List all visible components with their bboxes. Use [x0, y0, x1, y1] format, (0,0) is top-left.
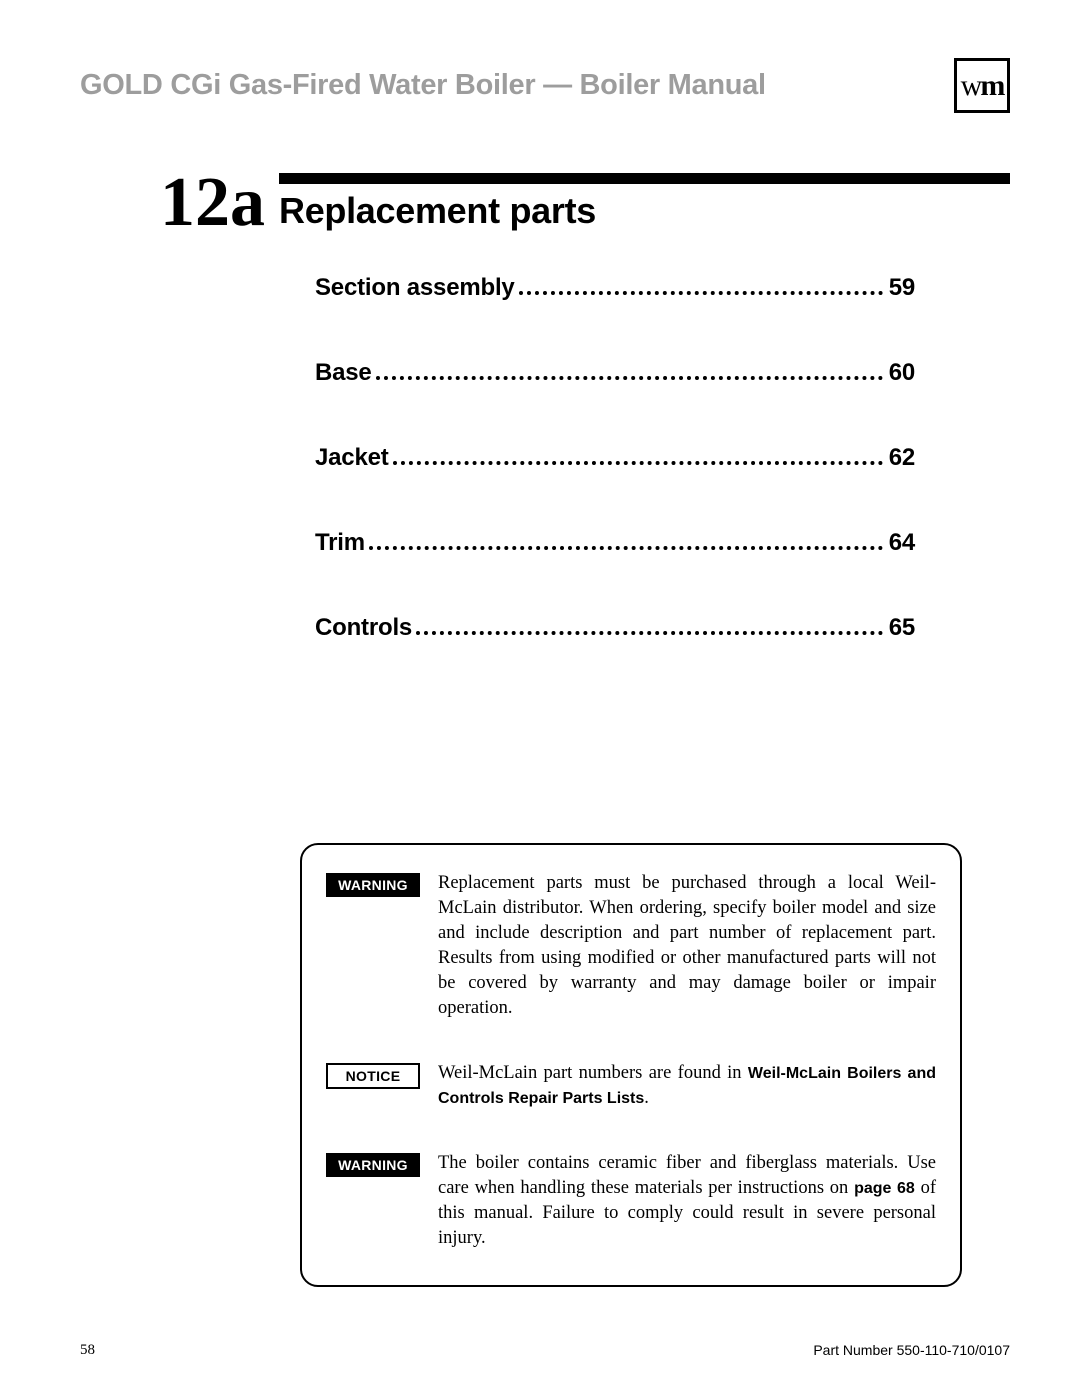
toc-page: 60: [889, 359, 915, 387]
logo-letter-w: w: [961, 71, 981, 101]
logo-letter-m: m: [980, 71, 1003, 101]
toc-leader: [519, 282, 883, 295]
notice-item-warning: WARNING Replacement parts must be purcha…: [326, 871, 936, 1021]
page-number: 58: [80, 1342, 95, 1359]
toc-label: Base: [315, 359, 372, 387]
toc-row: Trim 64: [315, 529, 915, 557]
title-rule: [279, 173, 1010, 184]
toc-label: Controls: [315, 614, 412, 642]
toc-page: 59: [889, 274, 915, 302]
notice-text: Replacement parts must be purchased thro…: [438, 871, 936, 1021]
notice-box: WARNING Replacement parts must be purcha…: [300, 843, 962, 1287]
notice-bold: page 68: [854, 1180, 915, 1197]
toc-label: Section assembly: [315, 274, 515, 302]
section-heading: 12a Replacement parts: [160, 168, 1010, 232]
notice-text: Weil-McLain part numbers are found in We…: [438, 1061, 936, 1111]
toc-row: Section assembly 59: [315, 274, 915, 302]
toc-leader: [369, 537, 883, 550]
notice-item-warning: WARNING The boiler contains ceramic fibe…: [326, 1151, 936, 1251]
section-number: 12a: [160, 168, 265, 238]
toc-leader: [416, 622, 883, 635]
toc-page: 64: [889, 529, 915, 557]
toc-leader: [393, 452, 883, 465]
brand-logo: wm: [954, 58, 1010, 113]
toc-label: Jacket: [315, 444, 389, 472]
page-footer: 58 Part Number 550-110-710/0107: [80, 1342, 1010, 1359]
toc-page: 62: [889, 444, 915, 472]
warning-badge: WARNING: [326, 1153, 420, 1177]
toc-label: Trim: [315, 529, 365, 557]
manual-page: GOLD CGi Gas-Fired Water Boiler — Boiler…: [0, 0, 1080, 1397]
table-of-contents: Section assembly 59 Base 60 Jacket 62 Tr…: [315, 274, 915, 642]
toc-row: Jacket 62: [315, 444, 915, 472]
toc-row: Controls 65: [315, 614, 915, 642]
section-title-wrap: Replacement parts: [279, 173, 1010, 232]
section-title: Replacement parts: [279, 190, 1010, 232]
warning-badge: WARNING: [326, 873, 420, 897]
page-header: GOLD CGi Gas-Fired Water Boiler — Boiler…: [80, 58, 1010, 113]
notice-text-before: Weil-McLain part numbers are found in: [438, 1063, 748, 1083]
toc-row: Base 60: [315, 359, 915, 387]
notice-badge: NOTICE: [326, 1063, 420, 1089]
part-number: Part Number 550-110-710/0107: [813, 1342, 1010, 1359]
toc-page: 65: [889, 614, 915, 642]
toc-leader: [376, 367, 883, 380]
notice-text: The boiler contains ceramic fiber and fi…: [438, 1151, 936, 1251]
notice-item-notice: NOTICE Weil-McLain part numbers are foun…: [326, 1061, 936, 1111]
manual-title: GOLD CGi Gas-Fired Water Boiler — Boiler…: [80, 69, 766, 102]
notice-text-after: .: [644, 1088, 649, 1108]
